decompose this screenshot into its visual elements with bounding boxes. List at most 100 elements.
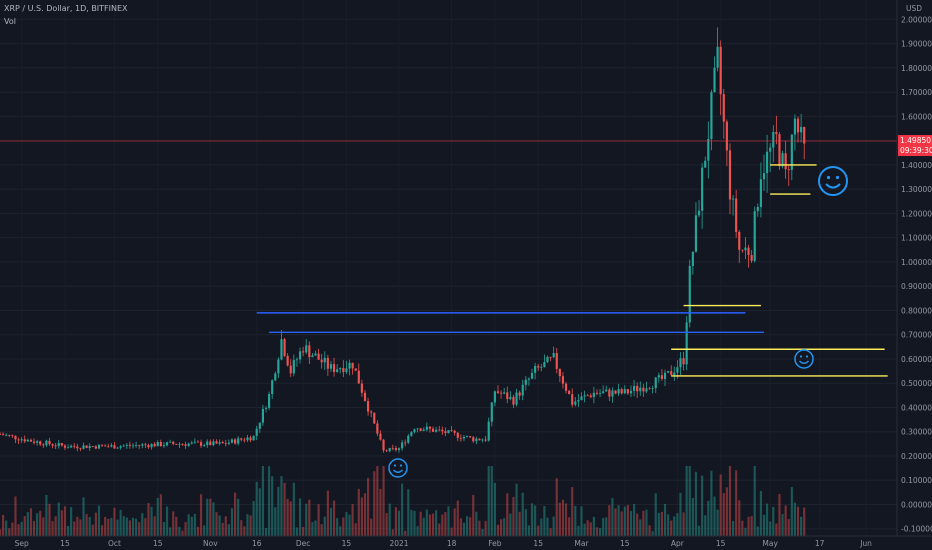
- candle-body: [642, 387, 645, 392]
- volume-bar: [639, 519, 642, 536]
- price-tick-label: 0.10000: [901, 476, 932, 485]
- candle-body: [156, 441, 159, 447]
- volume-bar: [688, 466, 691, 536]
- price-tick-label: -0.10000: [901, 525, 932, 534]
- last-price-badge: 1.49850 09:39:30: [898, 135, 932, 157]
- candle-body: [360, 383, 363, 393]
- volume-bar: [373, 471, 376, 536]
- candle-body: [181, 444, 184, 445]
- candle-body: [246, 437, 249, 441]
- candle-body: [731, 198, 735, 200]
- volume-bar: [29, 508, 33, 536]
- candle-body: [298, 351, 302, 360]
- candle-body: [691, 251, 694, 266]
- candle-body: [747, 247, 750, 256]
- candle-body: [113, 445, 116, 449]
- smiley-icon[interactable]: [794, 349, 814, 369]
- candle-body: [750, 255, 753, 261]
- volume-bar: [657, 512, 660, 536]
- volume-label[interactable]: Vol: [4, 17, 16, 26]
- symbol-title[interactable]: XRP / U.S. Dollar, 1D, BITFINEX: [4, 4, 128, 13]
- time-tick-label: 17: [815, 539, 825, 548]
- volume-bar: [558, 502, 561, 536]
- time-tick-label: 18: [447, 539, 457, 548]
- candle-body: [459, 437, 462, 439]
- smiley-annotations[interactable]: [388, 166, 848, 478]
- volume-bar: [199, 494, 203, 536]
- volume-bar: [654, 493, 657, 536]
- candle-body: [394, 448, 397, 450]
- price-tick-label: 1.10000: [901, 234, 932, 243]
- volume-bar: [713, 496, 716, 536]
- candle-body: [66, 447, 70, 449]
- time-tick-label: Mar: [574, 539, 589, 548]
- volume-bar: [447, 506, 450, 536]
- candle-body: [447, 430, 450, 434]
- candle-body: [435, 429, 438, 432]
- volume-bar: [648, 525, 651, 536]
- volume-bar: [735, 470, 738, 536]
- volume-bar: [543, 505, 546, 536]
- candle-body: [735, 198, 738, 232]
- volume-bar: [215, 512, 218, 536]
- volume-bar: [704, 515, 707, 536]
- volume-bar: [292, 482, 295, 536]
- volume-bar: [441, 514, 444, 536]
- volume-bar: [781, 514, 784, 536]
- candle-body: [781, 153, 784, 167]
- volume-bar: [537, 525, 540, 536]
- candle-body: [233, 439, 237, 444]
- volume-bar: [329, 507, 333, 536]
- volume-bar: [181, 530, 184, 536]
- volume-bar: [598, 528, 602, 536]
- candle-body: [258, 422, 261, 429]
- horizontal-levels[interactable]: [256, 164, 888, 377]
- volume-bar: [660, 511, 664, 536]
- candle-body: [230, 439, 234, 443]
- volume-bar: [453, 508, 456, 536]
- candle-body: [100, 444, 104, 446]
- candle-body: [456, 432, 459, 438]
- volume-bar: [57, 502, 60, 536]
- candle-body: [193, 441, 196, 443]
- candle-body: [558, 368, 561, 377]
- volume-bar: [475, 511, 478, 536]
- price-tick-label: 0.40000: [901, 403, 932, 412]
- candle-body: [490, 402, 493, 422]
- candle-body: [17, 439, 20, 441]
- time-axis[interactable]: Sep 15 Oct 15 Nov 16 Dec 15 2021 18 Feb 15 Mar 15 Apr 1…: [0, 535, 932, 550]
- candle-body: [323, 357, 326, 363]
- smiley-icon[interactable]: [388, 458, 408, 478]
- candle-body: [784, 153, 787, 170]
- volume-bar: [317, 504, 320, 536]
- candle-body: [308, 345, 311, 358]
- candle-body: [366, 401, 370, 412]
- candle-body: [336, 369, 339, 373]
- smiley-icon[interactable]: [818, 166, 848, 196]
- price-axis[interactable]: 2.000001.900001.800001.700001.600001.500…: [896, 0, 932, 536]
- volume-bar: [524, 509, 527, 536]
- volume-bar: [419, 511, 422, 536]
- volume-bar: [397, 510, 401, 536]
- candle-body: [676, 367, 679, 373]
- volume-bar: [663, 503, 667, 536]
- candle-body: [73, 445, 76, 447]
- candle-body: [524, 379, 527, 385]
- volume-bar: [354, 523, 357, 536]
- volume-bar: [302, 526, 305, 536]
- candle-body: [753, 211, 756, 261]
- candle-body: [407, 435, 410, 443]
- candle-body: [595, 392, 599, 394]
- volume-bar: [404, 530, 407, 536]
- candle-body: [314, 353, 317, 356]
- volume-bar: [478, 520, 481, 536]
- volume-bar: [370, 518, 373, 536]
- price-tick-label: 0.00000: [901, 500, 932, 509]
- candle-body: [363, 392, 367, 402]
- volume-bar: [351, 504, 354, 536]
- volume-bar: [534, 505, 537, 536]
- candle-body: [116, 447, 119, 449]
- candle-body: [667, 371, 670, 373]
- volume-bar: [487, 466, 490, 536]
